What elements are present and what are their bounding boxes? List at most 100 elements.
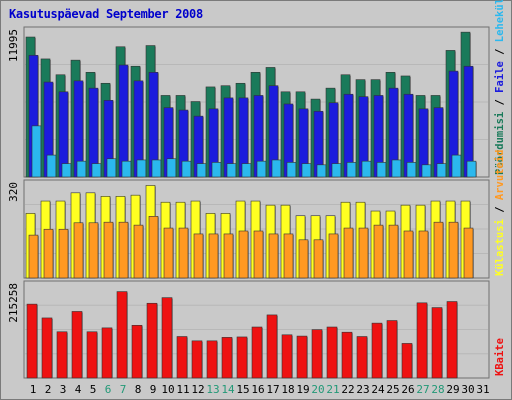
- bar-kbaite-day-6: [101, 327, 113, 379]
- x-tick-label-1: 1: [30, 383, 37, 396]
- x-tick-label-6: 6: [105, 383, 112, 396]
- bar-kbaite-day-7: [116, 291, 128, 379]
- x-tick-label-22: 22: [341, 383, 354, 396]
- bar-arvuteid-day-10: [163, 227, 174, 279]
- legend-entry-1: Külastusi: [494, 219, 506, 276]
- bar-faile-day-24: [376, 162, 387, 178]
- bar-arvuteid-day-19: [298, 239, 309, 279]
- bar-faile-day-1: [31, 125, 42, 178]
- x-tick-label-2: 2: [45, 383, 52, 396]
- bar-arvuteid-day-20: [313, 239, 324, 279]
- legend-entry-1: KBaite: [494, 338, 506, 376]
- chart-title: Kasutuspäevad September 2008: [9, 7, 203, 21]
- bar-kbaite-day-1: [26, 303, 38, 379]
- bar-faile-day-28: [436, 163, 447, 178]
- bar-kbaite-day-29: [446, 301, 458, 379]
- panel-middle-legend: Külastusi / Arvuteid: [494, 150, 506, 276]
- legend-separator: /: [494, 42, 506, 61]
- bar-arvuteid-day-23: [358, 227, 369, 279]
- bar-kbaite-day-17: [266, 314, 278, 379]
- bar-kbaite-day-23: [356, 336, 368, 379]
- bar-faile-day-29: [451, 154, 462, 178]
- bar-kbaite-day-26: [401, 343, 413, 379]
- bar-faile-day-19: [301, 163, 312, 178]
- bar-arvuteid-day-25: [388, 224, 399, 279]
- x-tick-label-16: 16: [251, 383, 264, 396]
- bar-faile-day-16: [256, 160, 267, 178]
- x-tick-label-26: 26: [401, 383, 414, 396]
- legend-entry-2: Faile: [494, 61, 506, 93]
- legend-entry-2: Arvuteid: [494, 150, 506, 201]
- legend-entry-1: Pöördumisi: [494, 112, 506, 175]
- bar-kbaite-day-3: [56, 331, 68, 379]
- legend-separator: /: [494, 93, 506, 112]
- bar-arvuteid-day-21: [328, 233, 339, 279]
- bar-kbaite-day-11: [176, 336, 188, 379]
- x-tick-label-5: 5: [90, 383, 97, 396]
- x-tick-label-9: 9: [150, 383, 157, 396]
- bar-kbaite-day-28: [431, 307, 443, 379]
- bar-faile-day-22: [346, 162, 357, 178]
- bar-arvuteid-day-29: [448, 221, 459, 279]
- x-tick-label-3: 3: [60, 383, 67, 396]
- bar-arvuteid-day-15: [238, 230, 249, 279]
- legend-separator: /: [494, 200, 506, 219]
- bar-kbaite-day-19: [296, 335, 308, 379]
- panel-middle-ymax-label: 320: [7, 182, 20, 202]
- bar-arvuteid-day-12: [193, 233, 204, 279]
- bar-kbaite-day-9: [146, 302, 158, 379]
- bar-faile-day-18: [286, 162, 297, 178]
- x-tick-label-28: 28: [431, 383, 444, 396]
- bar-arvuteid-day-28: [433, 221, 444, 279]
- bar-arvuteid-day-13: [208, 233, 219, 279]
- bar-faile-day-15: [241, 163, 252, 178]
- panel-bottom-ymax-label: 215258: [7, 283, 20, 323]
- bar-faile-day-2: [46, 154, 57, 178]
- panel-top-legend: Pöördumisi / Faile / Lehekülgi: [494, 0, 506, 175]
- bar-faile-day-30: [466, 160, 477, 178]
- x-tick-label-20: 20: [311, 383, 324, 396]
- bar-kbaite-day-2: [41, 317, 53, 379]
- bar-faile-day-21: [331, 163, 342, 178]
- bar-arvuteid-day-17: [268, 233, 279, 279]
- bar-lehek-lgi-day-7: [118, 64, 129, 178]
- bar-arvuteid-day-9: [148, 216, 159, 279]
- bar-faile-day-27: [421, 164, 432, 178]
- bar-arvuteid-day-2: [43, 228, 54, 279]
- bar-kbaite-day-20: [311, 329, 323, 379]
- bar-arvuteid-day-5: [88, 222, 99, 279]
- bar-arvuteid-day-7: [118, 221, 129, 279]
- bar-faile-day-10: [166, 158, 177, 178]
- bar-faile-day-13: [211, 162, 222, 178]
- bar-arvuteid-day-16: [253, 230, 264, 279]
- bar-arvuteid-day-26: [403, 230, 414, 279]
- bar-arvuteid-day-22: [343, 227, 354, 279]
- bar-lehek-lgi-day-30: [463, 65, 474, 178]
- x-tick-label-12: 12: [191, 383, 204, 396]
- x-tick-label-15: 15: [236, 383, 249, 396]
- bar-kbaite-day-4: [71, 311, 83, 379]
- bar-faile-day-14: [226, 163, 237, 178]
- bar-kbaite-day-22: [341, 331, 353, 379]
- panel-top-ymax-label: 11995: [7, 29, 20, 62]
- x-tick-label-25: 25: [386, 383, 399, 396]
- x-tick-label-17: 17: [266, 383, 279, 396]
- bar-kbaite-day-14: [221, 337, 233, 379]
- bar-kbaite-day-27: [416, 302, 428, 379]
- bar-arvuteid-day-4: [73, 222, 84, 279]
- bar-faile-day-6: [106, 158, 117, 178]
- x-tick-label-10: 10: [161, 383, 174, 396]
- bar-arvuteid-day-1: [28, 234, 39, 279]
- bar-arvuteid-day-24: [373, 224, 384, 279]
- bar-kbaite-day-13: [206, 340, 218, 379]
- x-tick-label-8: 8: [135, 383, 142, 396]
- bar-kbaite-day-24: [371, 322, 383, 379]
- bar-faile-day-9: [151, 159, 162, 178]
- bar-faile-day-11: [181, 160, 192, 178]
- x-tick-label-18: 18: [281, 383, 294, 396]
- bar-faile-day-5: [91, 163, 102, 178]
- bar-arvuteid-day-30: [463, 227, 474, 279]
- bar-faile-day-26: [406, 162, 417, 178]
